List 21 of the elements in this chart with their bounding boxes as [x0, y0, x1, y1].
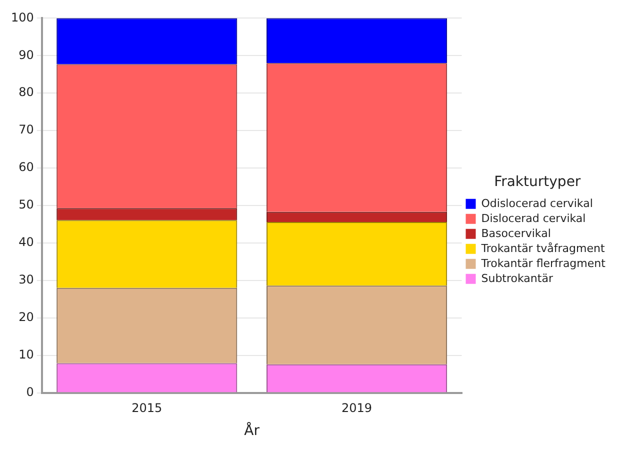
y-tick-label: 10 — [18, 347, 34, 362]
x-axis-title: År — [244, 422, 260, 440]
legend-title: Frakturtyper — [494, 174, 581, 190]
y-tick-label: 0 — [26, 384, 34, 399]
x-tick-label: 2015 — [132, 401, 162, 416]
y-tick-label: 80 — [18, 85, 34, 100]
legend-label: Dislocerad cervikal — [481, 212, 586, 225]
y-tick-label: 30 — [18, 272, 34, 287]
legend-label: Subtrokantär — [481, 272, 554, 285]
legend-label: Trokantär tvåfragment — [480, 242, 606, 255]
legend-label: Trokantär flerfragment — [480, 256, 606, 270]
legend-label: Basocervikal — [481, 226, 551, 240]
x-tick-label: 2019 — [342, 401, 372, 416]
y-tick-label: 100 — [11, 10, 34, 24]
y-tick-label: 40 — [18, 235, 34, 250]
y-tick-label: 60 — [18, 160, 34, 174]
y-tick-label: 90 — [18, 48, 34, 62]
legend-label: Odislocerad cervikal — [481, 196, 593, 210]
y-tick-label: 70 — [18, 122, 34, 137]
y-tick-label: 20 — [18, 310, 34, 324]
y-tick-label: 50 — [18, 198, 34, 212]
